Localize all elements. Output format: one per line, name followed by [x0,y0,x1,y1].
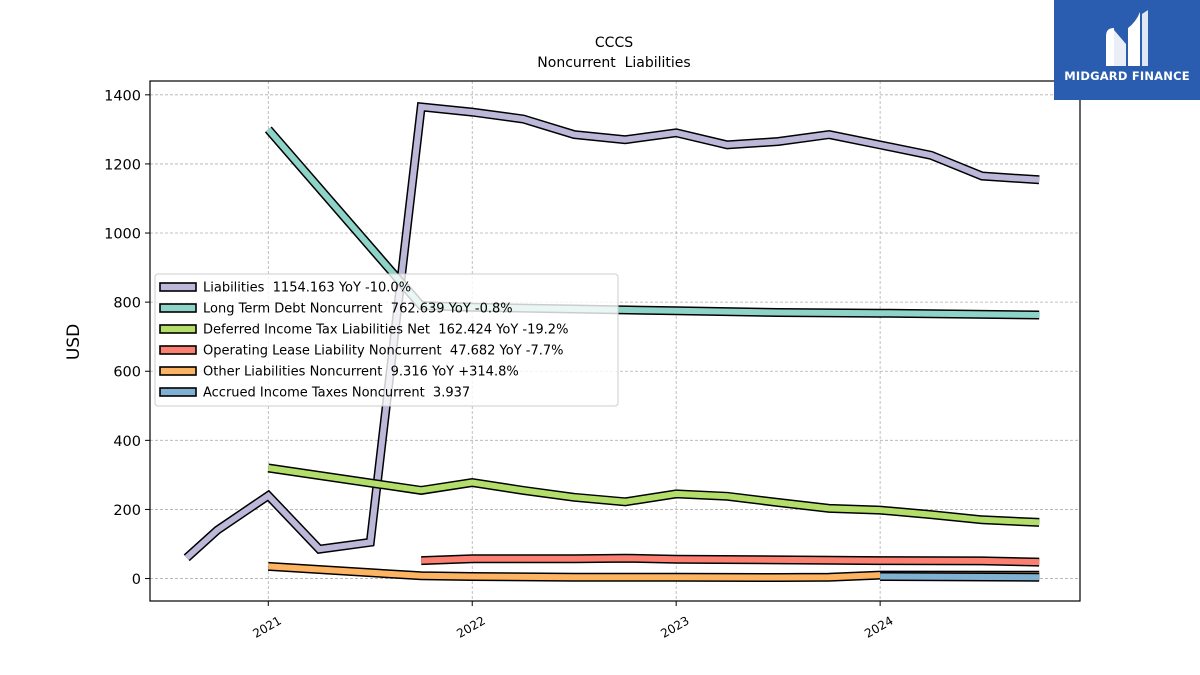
x-tick-label: 2023 [658,613,691,640]
y-tick-label: 800 [113,296,141,312]
legend-label: Liabilities 1154.163 YoY -10.0% [203,281,411,296]
y-tick-label: 400 [113,434,141,450]
y-tick-label: 1400 [104,88,141,104]
series-line [184,103,1040,561]
brand-logo: MIDGARD FINANCE [1054,0,1200,100]
legend-label: Long Term Debt Noncurrent 762.639 YoY -0… [203,302,513,317]
legend-label: Deferred Income Tax Liabilities Net 162.… [203,323,568,338]
chart-subtitle: Noncurrent Liabilities [537,55,690,71]
legend-swatch [159,282,197,292]
chart-title: CCCS [595,35,633,51]
x-tick-label: 2022 [454,613,487,640]
y-tick-label: 0 [132,572,141,588]
logo-text: MIDGARD FINANCE [1064,69,1190,83]
legend-swatch [159,387,197,397]
legend-swatch [159,345,197,355]
legend-label: Other Liabilities Noncurrent 9.316 YoY +… [203,365,519,380]
series-line [267,465,1040,526]
y-tick-label: 1200 [104,157,141,173]
legend-label: Operating Lease Liability Noncurrent 47.… [203,344,564,359]
legend-swatch [159,366,197,376]
legend-swatch [159,324,197,334]
y-tick-label: 1000 [104,227,141,243]
legend-box [154,273,619,407]
y-tick-label: 200 [113,503,141,519]
logo-mark-icon [1106,10,1148,66]
y-tick-label: 600 [113,365,141,381]
x-tick-label: 2021 [250,613,283,640]
series-line [421,555,1040,566]
x-tick-label: 2024 [862,613,895,640]
legend-label: Accrued Income Taxes Noncurrent 3.937 [203,386,470,401]
series-line [880,573,1040,581]
y-axis-label: USD [64,324,84,360]
legend-swatch [159,303,197,313]
legend: Liabilities 1154.163 YoY -10.0% Long Term… [154,273,619,407]
series-line [268,563,1040,581]
plot-frame [149,80,1081,602]
